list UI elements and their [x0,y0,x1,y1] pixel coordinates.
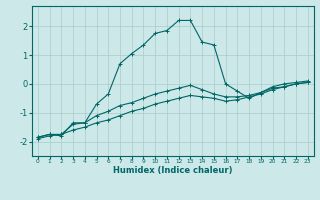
X-axis label: Humidex (Indice chaleur): Humidex (Indice chaleur) [113,166,233,175]
